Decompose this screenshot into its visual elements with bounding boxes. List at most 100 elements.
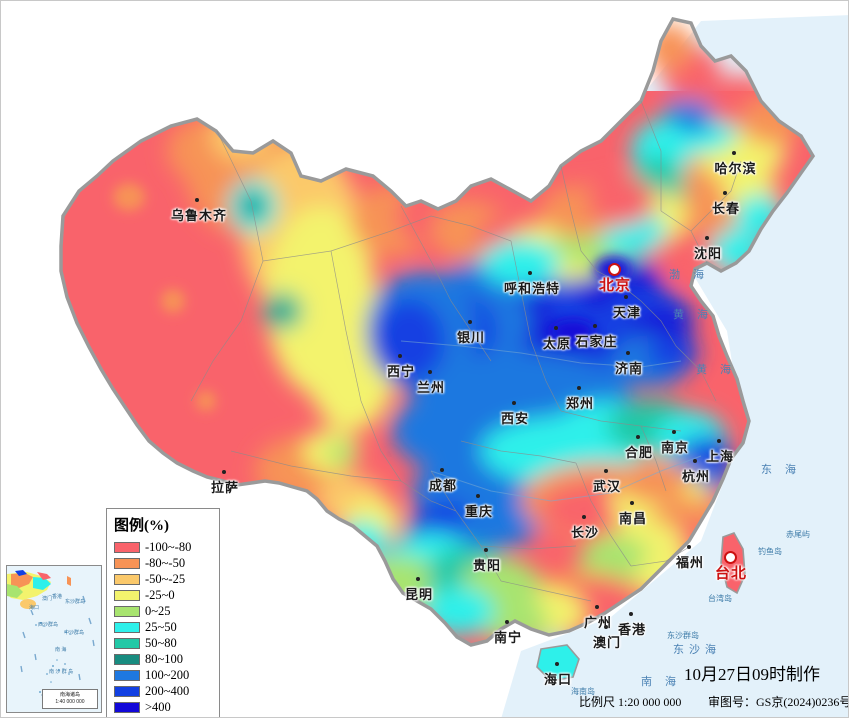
legend-row: -100~-80 bbox=[114, 539, 212, 555]
island-label-台湾岛: 台湾岛 bbox=[708, 594, 732, 603]
legend-label: 25~50 bbox=[145, 619, 177, 634]
legend-swatch bbox=[114, 541, 140, 553]
city-label-南京: 南京 bbox=[661, 440, 690, 455]
city-label-沈阳: 沈阳 bbox=[694, 246, 723, 261]
inset-label-香港: 香港 bbox=[52, 594, 63, 600]
city-marker bbox=[505, 620, 509, 624]
city-label-武汉: 武汉 bbox=[593, 479, 622, 494]
city-marker bbox=[512, 401, 516, 405]
inset-label-澳门: 澳门 bbox=[42, 596, 53, 602]
legend-label: -80~-50 bbox=[145, 555, 186, 570]
island-label-东沙群岛: 东沙群岛 bbox=[667, 631, 699, 640]
city-label-台北: 台北 bbox=[715, 565, 748, 582]
city-marker bbox=[195, 198, 199, 202]
city-label-上海: 上海 bbox=[706, 449, 735, 464]
city-marker bbox=[222, 470, 226, 474]
legend-label: -25~0 bbox=[145, 587, 175, 602]
legend-row: -50~-25 bbox=[114, 571, 212, 587]
city-label-贵阳: 贵阳 bbox=[473, 558, 502, 573]
city-label-银川: 银川 bbox=[457, 330, 486, 345]
city-marker bbox=[732, 151, 736, 155]
sea-label-东沙海: 东沙海 bbox=[673, 644, 721, 656]
legend-swatch bbox=[114, 589, 140, 601]
city-label-乌鲁木齐: 乌鲁木齐 bbox=[171, 208, 228, 223]
city-marker bbox=[554, 326, 558, 330]
city-label-南宁: 南宁 bbox=[494, 630, 523, 645]
legend-swatch bbox=[114, 637, 140, 649]
city-label-重庆: 重庆 bbox=[465, 504, 494, 519]
city-marker bbox=[723, 191, 727, 195]
city-label-石家庄: 石家庄 bbox=[575, 334, 618, 349]
legend-row: -25~0 bbox=[114, 587, 212, 603]
legend-label: 50~80 bbox=[145, 635, 177, 650]
city-label-郑州: 郑州 bbox=[566, 396, 595, 411]
city-label-成都: 成都 bbox=[429, 478, 458, 493]
legend-swatch bbox=[114, 653, 140, 665]
sea-label-黄海: 黄 海 bbox=[673, 309, 714, 321]
inset-label-东沙群岛: 东沙群岛 bbox=[65, 599, 86, 605]
city-marker bbox=[476, 494, 480, 498]
legend-label: 0~25 bbox=[145, 603, 171, 618]
legend-swatch bbox=[114, 557, 140, 569]
city-label-长沙: 长沙 bbox=[571, 525, 600, 540]
city-marker bbox=[636, 435, 640, 439]
city-label-呼和浩特: 呼和浩特 bbox=[504, 281, 561, 296]
sea-label-东海: 东 海 bbox=[761, 464, 802, 476]
city-marker bbox=[484, 548, 488, 552]
city-label-香港: 香港 bbox=[618, 622, 647, 637]
legend-label: 200~400 bbox=[145, 683, 190, 698]
legend-swatch bbox=[114, 605, 140, 617]
sea-label-渤海: 渤 海 bbox=[669, 269, 710, 281]
legend-label: 80~100 bbox=[145, 651, 184, 666]
city-marker bbox=[672, 430, 676, 434]
legend-swatch bbox=[114, 573, 140, 585]
city-label-昆明: 昆明 bbox=[405, 587, 434, 602]
city-marker bbox=[555, 662, 559, 666]
city-label-北京: 北京 bbox=[599, 277, 632, 294]
legend-row: >400 bbox=[114, 699, 212, 715]
legend-row: 25~50 bbox=[114, 619, 212, 635]
legend-label: -50~-25 bbox=[145, 571, 186, 586]
legend-row: 100~200 bbox=[114, 667, 212, 683]
city-label-海口: 海口 bbox=[544, 672, 573, 687]
city-label-南昌: 南昌 bbox=[619, 511, 648, 526]
city-label-杭州: 杭州 bbox=[682, 469, 711, 484]
city-label-长春: 长春 bbox=[712, 201, 741, 216]
legend-label: >400 bbox=[145, 699, 171, 714]
sea-label-南海: 南 海 bbox=[641, 676, 682, 688]
city-label-拉萨: 拉萨 bbox=[211, 480, 240, 495]
inset-label-南沙群岛: 南 沙 群 岛 bbox=[49, 669, 74, 675]
city-marker bbox=[428, 370, 432, 374]
legend-label: -100~-80 bbox=[145, 539, 192, 554]
city-label-西安: 西安 bbox=[501, 411, 530, 426]
legend-row: 0~25 bbox=[114, 603, 212, 619]
legend-row: 200~400 bbox=[114, 683, 212, 699]
city-marker bbox=[630, 501, 634, 505]
city-marker bbox=[705, 236, 709, 240]
city-marker bbox=[468, 320, 472, 324]
sea-label-黄海: 黄 海 bbox=[696, 364, 737, 376]
capital-marker bbox=[724, 551, 737, 564]
city-label-兰州: 兰州 bbox=[417, 380, 446, 395]
city-marker bbox=[604, 469, 608, 473]
city-label-太原: 太原 bbox=[543, 336, 572, 351]
city-label-哈尔滨: 哈尔滨 bbox=[714, 161, 757, 176]
legend-swatch bbox=[114, 621, 140, 633]
inset-title: 南海诸岛 bbox=[59, 692, 80, 698]
city-marker bbox=[440, 468, 444, 472]
city-marker bbox=[416, 577, 420, 581]
inset-scale: 1:40 000 000 bbox=[55, 699, 85, 705]
city-label-合肥: 合肥 bbox=[625, 445, 654, 460]
legend-swatch bbox=[114, 685, 140, 697]
legend-row: -80~-50 bbox=[114, 555, 212, 571]
made-time-label: 10月27日09时制作 bbox=[684, 665, 820, 684]
city-marker bbox=[593, 324, 597, 328]
city-marker bbox=[528, 271, 532, 275]
legend-label: 100~200 bbox=[145, 667, 190, 682]
capital-marker bbox=[608, 263, 621, 276]
city-marker bbox=[595, 605, 599, 609]
city-marker bbox=[626, 351, 630, 355]
city-label-济南: 济南 bbox=[615, 361, 644, 376]
inset-map-graphic bbox=[7, 566, 101, 712]
city-label-福州: 福州 bbox=[676, 555, 705, 570]
